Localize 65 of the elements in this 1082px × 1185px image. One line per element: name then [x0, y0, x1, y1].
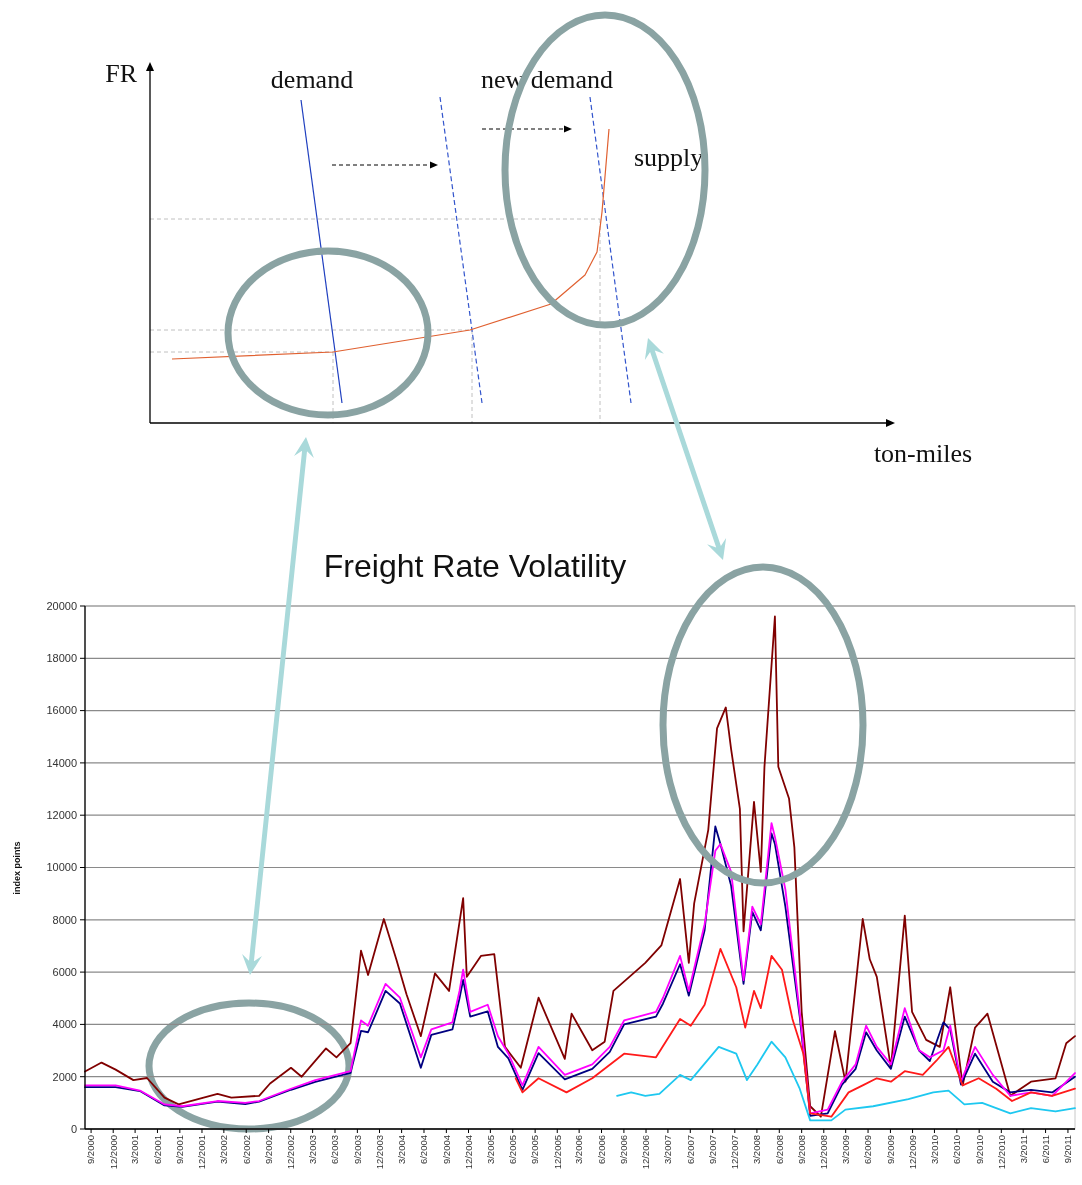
x-tick-label: 9/2000: [85, 1135, 97, 1165]
y-axis-title: index points: [12, 841, 22, 895]
x-tick-label: 6/2010: [951, 1135, 963, 1165]
text: FR: [105, 59, 138, 88]
y-tick-label: 14000: [46, 756, 77, 769]
y-tick-label: 16000: [46, 704, 77, 717]
x-tick-label: 12/2010: [995, 1135, 1007, 1170]
x-tick-label: 9/2004: [440, 1135, 452, 1165]
x-tick-label: 6/2008: [773, 1135, 785, 1165]
x-tick-label: 6/2003: [329, 1135, 341, 1165]
y-tick-label: 12000: [46, 809, 77, 822]
x-tick-label: 3/2003: [306, 1135, 318, 1165]
y-tick-label: 2000: [52, 1070, 77, 1083]
x-tick-label: 6/2006: [595, 1135, 607, 1165]
y-tick-label: 20000: [46, 599, 77, 612]
x-tick-label: 12/2000: [107, 1135, 119, 1170]
x-tick-label: 9/2011: [1062, 1135, 1074, 1164]
x-tick-label: 3/2001: [129, 1135, 141, 1165]
y-tick-label: 6000: [52, 965, 77, 978]
x-tick-label: 9/2005: [529, 1135, 541, 1165]
x-tick-label: 9/2003: [351, 1135, 363, 1165]
x-tick-label: 12/2001: [196, 1135, 208, 1170]
chart-title: Freight Rate Volatility: [323, 548, 627, 584]
y-tick-label: 8000: [52, 913, 77, 926]
x-tick-label: 12/2008: [818, 1135, 830, 1170]
x-tick-label: 3/2004: [395, 1135, 407, 1165]
x-tick-label: 12/2002: [285, 1135, 297, 1170]
x-tick-label: 12/2003: [373, 1135, 385, 1170]
x-tick-label: 9/2001: [174, 1135, 186, 1165]
x-tick-label: 3/2009: [840, 1135, 851, 1165]
x-tick-label: 3/2011: [1017, 1135, 1029, 1164]
x-tick-label: 6/2002: [240, 1135, 252, 1165]
x-tick-label: 12/2004: [462, 1135, 474, 1170]
text: supply: [634, 143, 704, 172]
x-tick-label: 3/2010: [928, 1135, 940, 1165]
text: demand: [270, 65, 354, 94]
y-tick-label: 0: [70, 1122, 77, 1135]
x-tick-label: 12/2006: [640, 1135, 652, 1170]
line-series: [84, 615, 1076, 1118]
x-tick-label: 6/2005: [507, 1135, 519, 1165]
x-tick-label: 6/2001: [151, 1135, 163, 1165]
x-tick-label: 6/2007: [684, 1135, 696, 1165]
x-tick-label: 3/2006: [573, 1135, 585, 1165]
x-tick-label: 9/2002: [262, 1135, 274, 1165]
x-tick-label: 3/2002: [218, 1135, 230, 1165]
y-tick-label: 10000: [46, 861, 77, 874]
x-tick-label: 3/2008: [751, 1135, 763, 1165]
x-tick-label: 6/2011: [1039, 1135, 1051, 1164]
line-series: [514, 947, 1076, 1118]
x-tick-label: 6/2004: [418, 1135, 430, 1165]
x-tick-label: 9/2009: [884, 1135, 896, 1165]
y-tick-label: 18000: [46, 652, 77, 665]
x-tick-label: 6/2009: [862, 1135, 874, 1165]
x-tick-label: 12/2009: [906, 1135, 918, 1170]
x-tick-label: 3/2007: [662, 1135, 674, 1165]
x-tick-label: 9/2010: [973, 1135, 985, 1165]
x-tick-label: 3/2005: [484, 1135, 496, 1165]
x-tick-label: 9/2006: [618, 1135, 630, 1165]
x-tick-label: 12/2007: [729, 1135, 741, 1170]
text: ton-miles: [873, 439, 973, 468]
line-series: [616, 1040, 1076, 1122]
y-tick-label: 4000: [52, 1018, 77, 1031]
x-tick-label: 9/2007: [706, 1135, 718, 1165]
x-tick-label: 9/2008: [795, 1135, 807, 1165]
x-tick-label: 12/2005: [551, 1135, 563, 1170]
